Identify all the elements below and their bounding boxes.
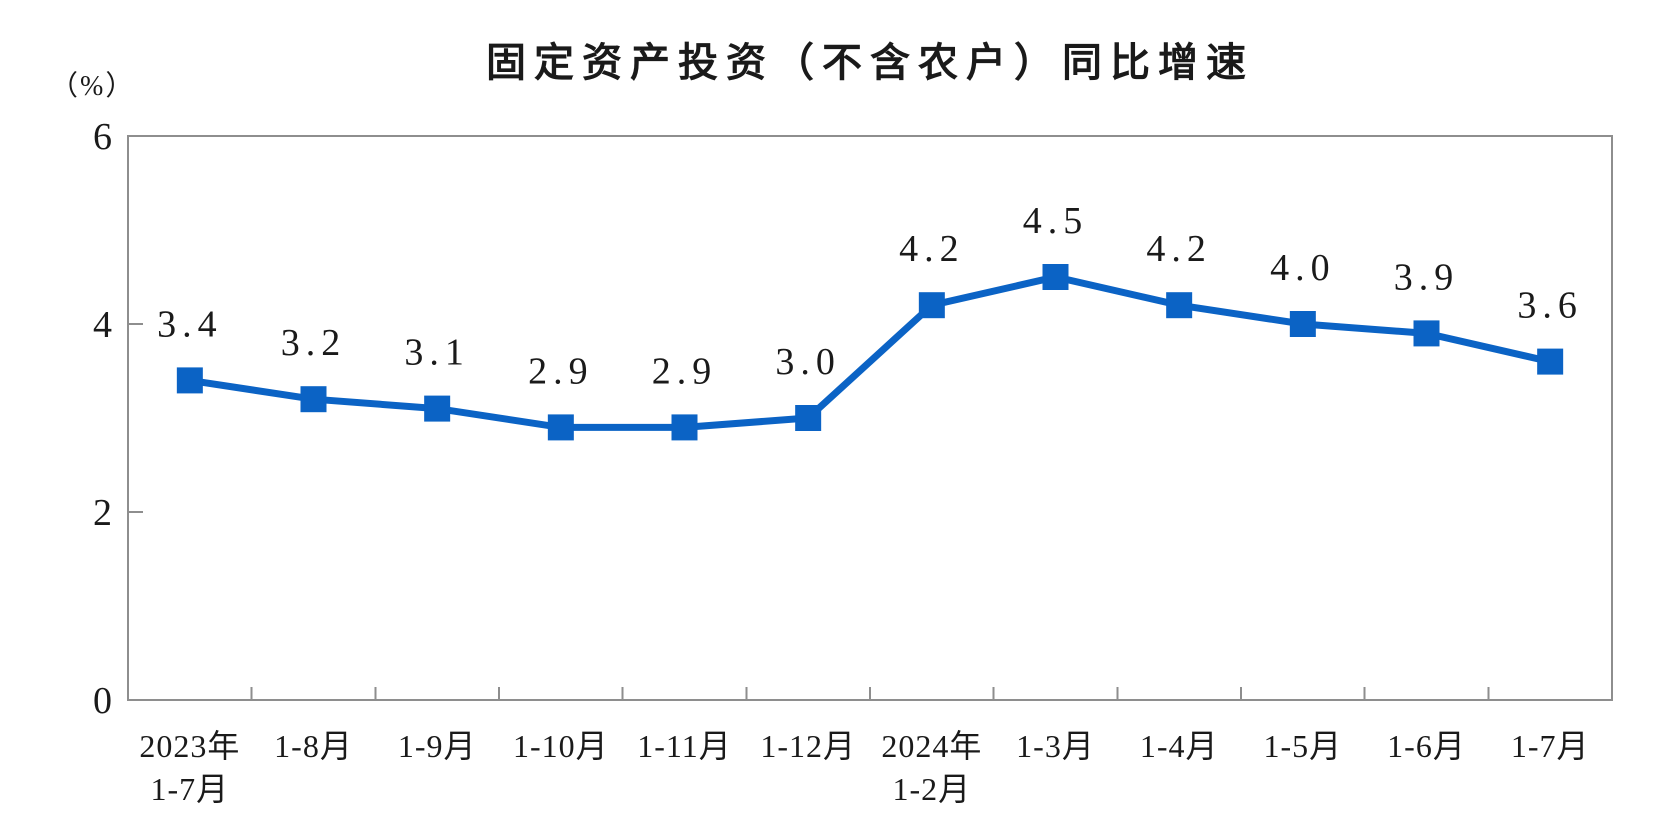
data-point-label: 3.2 <box>281 322 347 364</box>
data-point-label: 3.1 <box>404 332 470 374</box>
x-tick-label: 1-12月 <box>760 728 856 764</box>
x-tick-label: 1-7月 <box>150 771 229 807</box>
x-tick-label: 1-4月 <box>1140 728 1219 764</box>
data-point-label: 3.9 <box>1394 256 1460 298</box>
data-point-marker <box>795 405 822 431</box>
data-point-label: 2.9 <box>528 350 594 392</box>
data-point-marker <box>424 395 451 422</box>
data-point-label: 3.6 <box>1517 285 1583 327</box>
data-point-marker <box>918 292 945 319</box>
x-tick-label: 1-5月 <box>1263 728 1342 764</box>
data-point-label: 4.0 <box>1270 247 1336 289</box>
x-tick-label: 1-8月 <box>274 728 353 764</box>
chart-title: 固定资产投资（不含农户）同比增速 <box>486 41 1254 85</box>
data-point-marker <box>300 386 327 413</box>
y-tick-label: 2 <box>93 492 112 534</box>
data-point-marker <box>1413 320 1440 347</box>
data-point-marker <box>1289 311 1316 337</box>
data-point-marker <box>1166 292 1193 319</box>
data-point-marker <box>547 414 574 441</box>
data-point-label: 3.0 <box>775 341 841 383</box>
y-axis-unit-label: （%） <box>50 71 136 102</box>
series-line <box>189 273 1551 431</box>
y-tick-label: 6 <box>93 116 112 158</box>
x-tick-label: 1-11月 <box>637 728 731 764</box>
x-tick-label: 1-10月 <box>513 728 609 764</box>
y-tick-label: 0 <box>93 680 112 722</box>
x-tick-label: 1-2月 <box>892 771 971 807</box>
data-point-label: 4.2 <box>1146 228 1212 270</box>
x-tick-label: 1-6月 <box>1387 728 1466 764</box>
data-point-label: 2.9 <box>652 350 718 392</box>
plot-border <box>127 135 1613 701</box>
data-point-label: 4.2 <box>899 228 965 270</box>
data-point-marker <box>1537 348 1564 375</box>
y-tick-label: 4 <box>93 304 112 346</box>
x-tick-label: 1-9月 <box>398 728 477 764</box>
x-tick-label: 1-3月 <box>1016 728 1095 764</box>
x-tick-label: 1-7月 <box>1511 728 1590 764</box>
data-point-label: 3.4 <box>157 303 223 345</box>
x-tick-label: 2023年 <box>139 728 240 764</box>
x-tick-label: 2024年 <box>881 728 982 764</box>
data-point-marker <box>176 367 203 394</box>
data-point-marker <box>671 414 698 441</box>
data-point-label: 4.5 <box>1023 200 1089 242</box>
data-point-marker <box>1042 264 1069 290</box>
